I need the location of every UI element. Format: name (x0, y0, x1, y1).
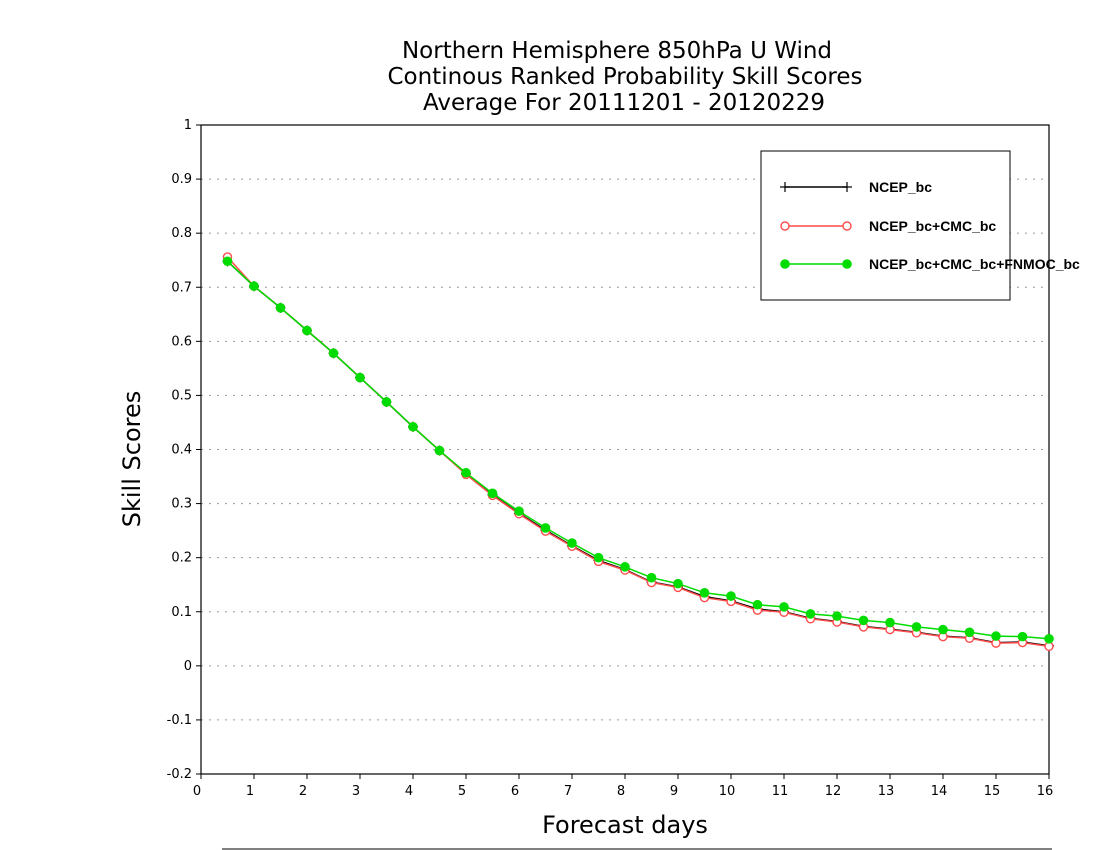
legend-marker (842, 221, 852, 231)
x-tick-label: 6 (511, 784, 519, 799)
chart-title-line-2: Continous Ranked Probability Skill Score… (387, 64, 862, 90)
chart-title: Northern Hemisphere 850hPa U Wind Contin… (387, 38, 862, 116)
series-point (646, 572, 657, 583)
series-point (249, 281, 259, 291)
x-tick-label: 16 (1037, 784, 1054, 799)
series-point (540, 523, 551, 533)
y-tick-label: 0.4 (171, 443, 192, 458)
series-point (302, 325, 312, 336)
series-point (1044, 633, 1054, 644)
series-point (461, 467, 471, 478)
series-line (226, 260, 1050, 640)
legend-marker (842, 182, 852, 192)
legend-label: NCEP_bc (869, 179, 932, 195)
y-tick-label: 0.5 (171, 388, 192, 403)
series-point (805, 609, 816, 619)
axis-ticks: -0.2-0.100.10.20.30.40.50.60.70.80.910 1 2… (167, 118, 1054, 799)
series-point (673, 578, 683, 589)
legend: NCEP_bc NCEP_bc+CMC_bc NCEP_bc+CMC_bc+FNMO… (760, 150, 1080, 301)
series-point (275, 303, 286, 313)
series-line (226, 256, 1050, 648)
chart-title-line-3: Average For 20111201 - 20120229 (423, 90, 825, 116)
series-point (726, 591, 736, 601)
x-tick-label: 8 (617, 784, 625, 799)
x-tick-label: 11 (772, 784, 789, 799)
y-tick-label: 0.8 (171, 226, 192, 241)
y-tick-label: -0.1 (167, 713, 192, 728)
x-tick-label: 5 (458, 784, 466, 799)
x-tick-label: 15 (984, 784, 1001, 799)
series-point (938, 624, 948, 635)
y-tick-label: 1 (184, 118, 192, 133)
series-2 (222, 252, 1054, 652)
series-point (408, 421, 418, 432)
series-point (381, 397, 392, 407)
series-point (832, 611, 842, 621)
series-point (752, 599, 763, 610)
series-point (620, 562, 630, 572)
series-point (699, 588, 710, 598)
series-point (567, 538, 577, 548)
legend-entry: NCEP_bc+CMC_bc (780, 218, 996, 234)
series-point (991, 631, 1001, 641)
y-tick-label: -0.2 (167, 767, 192, 782)
legend-marker (842, 259, 852, 269)
x-tick-label: 1 (246, 784, 254, 799)
series-point (885, 617, 895, 628)
series-point (355, 372, 365, 383)
series-point (858, 615, 869, 626)
series-point (222, 256, 233, 267)
y-tick-label: 0 (184, 659, 192, 674)
legend-entries: NCEP_bc NCEP_bc+CMC_bc NCEP_bc+CMC_bc+FNMO… (780, 179, 1080, 272)
series-point (514, 506, 524, 516)
series-point (434, 445, 445, 456)
series-line (226, 260, 1050, 647)
series-point (328, 348, 339, 359)
series-point (779, 602, 789, 612)
legend-marker (780, 259, 790, 269)
gridlines (201, 178, 1049, 721)
x-tick-label: 12 (825, 784, 842, 799)
series-point (1017, 631, 1028, 642)
legend-entry: NCEP_bc (780, 179, 932, 195)
x-tick-label: 4 (405, 784, 413, 799)
chart-title-line-1: Northern Hemisphere 850hPa U Wind (402, 38, 832, 64)
legend-marker (780, 182, 790, 192)
legend-marker (780, 221, 790, 231)
x-tick-label: 9 (670, 784, 678, 799)
x-tick-label: 2 (299, 784, 307, 799)
series-point (593, 552, 604, 563)
series-point (911, 622, 922, 632)
series-lines (222, 252, 1054, 652)
y-tick-label: 0.2 (171, 551, 192, 566)
x-tick-label: 0 (193, 784, 201, 799)
x-tick-label: 13 (878, 784, 895, 799)
y-tick-label: 0.9 (171, 172, 192, 187)
x-tick-label: 14 (931, 784, 948, 799)
x-tick-label: 10 (719, 784, 736, 799)
y-tick-label: 0.6 (171, 334, 192, 349)
y-tick-label: 0.3 (171, 497, 192, 512)
legend-label: NCEP_bc+CMC_bc (869, 218, 996, 234)
y-tick-label: 0.7 (171, 280, 192, 295)
series-point (964, 627, 975, 638)
series-3 (222, 256, 1054, 644)
x-axis-title: Forecast days (542, 811, 708, 839)
legend-entry: NCEP_bc+CMC_bc+FNMOC_bc (780, 256, 1080, 272)
x-tick-label: 7 (564, 784, 572, 799)
y-axis-title: Skill Scores (118, 391, 146, 528)
x-tick-label: 3 (352, 784, 360, 799)
legend-label: NCEP_bc+CMC_bc+FNMOC_bc (869, 256, 1080, 272)
series-point (487, 488, 498, 499)
y-tick-label: 0.1 (171, 605, 192, 620)
series-1 (222, 256, 1054, 651)
